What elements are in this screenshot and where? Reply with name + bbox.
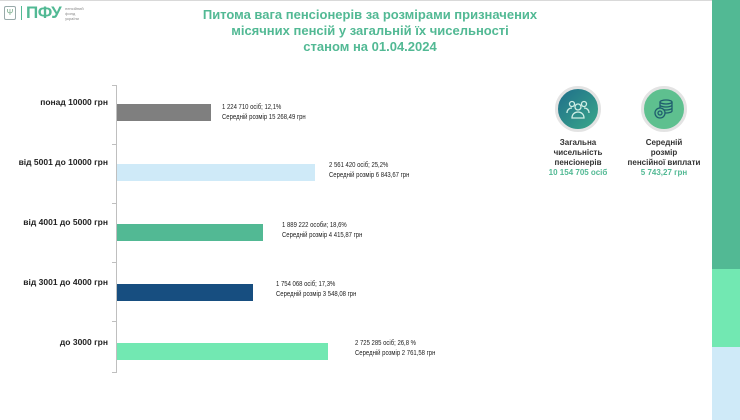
logo-divider	[21, 6, 22, 20]
bar-data-label: 1 754 068 осіб; 17,3% Середній розмір 3 …	[276, 280, 356, 300]
category-label: понад 10000 грн	[40, 97, 108, 107]
logo-abbr: ПФУ	[26, 3, 62, 22]
label-average: Середній розмір 2 761,58 грн	[355, 350, 436, 357]
logo-subtitle: пенсійний фонд україни	[65, 6, 95, 21]
logo-subtitle-line: пенсійний	[65, 5, 84, 11]
axis-tick	[112, 203, 116, 204]
bar-4001-5000	[117, 224, 263, 241]
category-label: від 4001 до 5000 грн	[23, 217, 108, 227]
kpi-label: Середній	[645, 138, 683, 147]
axis-tick	[112, 262, 116, 263]
axis-tick	[112, 85, 116, 86]
kpi-total-pensioners: Загальна чисельність пенсіонерів 10 154 …	[538, 86, 618, 178]
kpi-label: чисельність	[553, 148, 603, 157]
axis-tick	[112, 321, 116, 322]
bar-3001-4000	[117, 284, 253, 301]
bar-5001-10000	[117, 164, 315, 181]
logo-subtitle-line: фонд	[65, 10, 76, 16]
label-average: Середній розмір 15 268,49 грн	[222, 114, 306, 121]
kpi-average-pension: Середній розмір пенсійної виплати 5 743,…	[622, 86, 706, 178]
category-label: від 3001 до 4000 грн	[23, 277, 108, 287]
label-average: Середній розмір 6 843,67 грн	[329, 172, 410, 179]
trident-icon: Ψ	[4, 6, 16, 20]
label-count: 1 889 222 особи; 18,6%	[282, 222, 347, 229]
label-count: 2 561 420 осіб; 25,2%	[329, 162, 389, 169]
label-count: 2 725 285 осіб; 26,8 %	[355, 340, 416, 347]
kpi-value: 5 743,27 грн	[640, 168, 688, 177]
title-line: місячних пенсій у загальній їх чисельнос…	[231, 23, 509, 38]
label-count: 1 224 710 осіб; 12,1%	[222, 104, 282, 111]
kpi-label: пенсійної виплати	[627, 158, 701, 167]
label-count: 1 754 068 осіб; 17,3%	[276, 281, 336, 288]
top-divider	[0, 0, 740, 1]
title-line: Питома вага пенсіонерів за розмірами при…	[202, 7, 538, 22]
title-line: станом на 01.04.2024	[303, 39, 437, 54]
strip-green	[712, 0, 740, 269]
kpi-label: розмір	[650, 148, 678, 157]
chart-title: Питома вага пенсіонерів за розмірами при…	[190, 7, 550, 55]
logo-subtitle-line: україни	[65, 15, 79, 21]
label-average: Середній розмір 3 548,08 грн	[276, 291, 357, 298]
y-axis	[116, 85, 117, 373]
axis-tick	[112, 372, 116, 373]
strip-mint	[712, 269, 740, 347]
decorative-color-strip	[712, 0, 740, 420]
bar-over-10000	[117, 104, 211, 121]
kpi-value: 10 154 705 осіб	[548, 168, 608, 177]
people-icon	[555, 86, 601, 132]
category-label: від 5001 до 10000 грн	[18, 157, 108, 167]
bar-data-label: 2 725 285 осіб; 26,8 % Середній розмір 2…	[355, 339, 435, 359]
coins-icon	[641, 86, 687, 132]
strip-lightblue	[712, 347, 740, 420]
axis-tick	[112, 144, 116, 145]
label-average: Середній розмір 4 415,87 грн	[282, 232, 363, 239]
bar-under-3000	[117, 343, 328, 360]
kpi-label: Загальна	[559, 138, 597, 147]
bar-data-label: 2 561 420 осіб; 25,2% Середній розмір 6 …	[329, 161, 409, 181]
bar-data-label: 1 224 710 осіб; 12,1% Середній розмір 15…	[222, 103, 306, 123]
pfu-logo: Ψ ПФУ пенсійний фонд україни	[4, 3, 95, 23]
kpi-label: пенсіонерів	[554, 158, 602, 167]
category-label: до 3000 грн	[59, 337, 108, 347]
bar-data-label: 1 889 222 особи; 18,6% Середній розмір 4…	[282, 221, 362, 241]
